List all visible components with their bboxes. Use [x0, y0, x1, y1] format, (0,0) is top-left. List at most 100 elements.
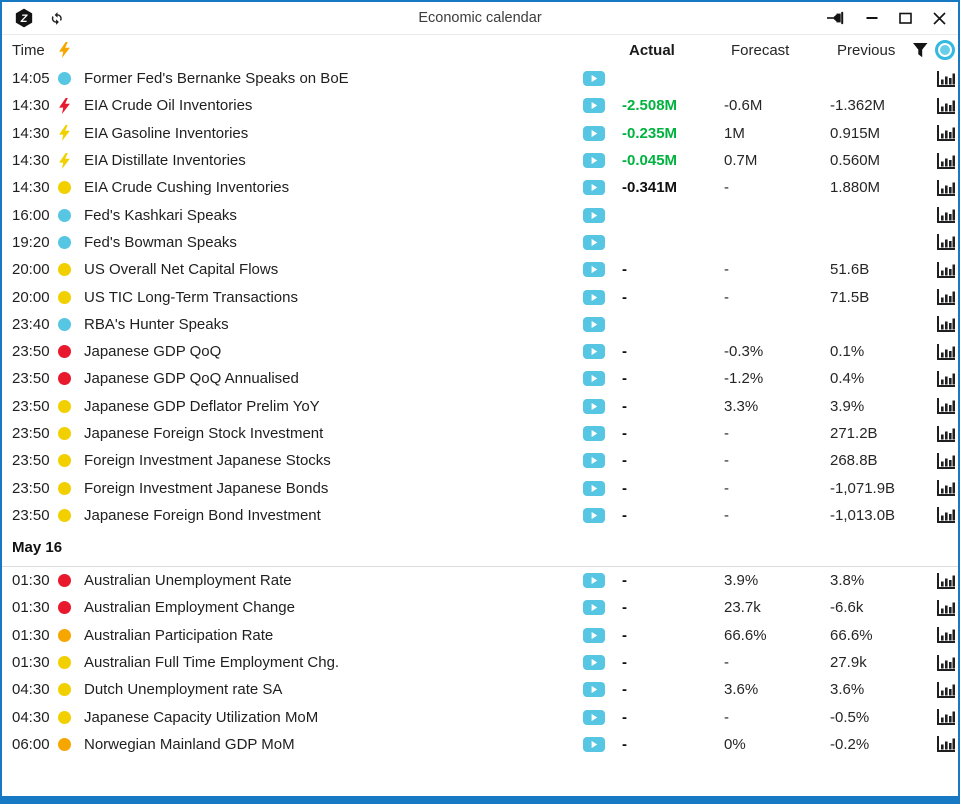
play-video-icon[interactable]: [583, 573, 605, 589]
play-video-icon[interactable]: [583, 682, 605, 698]
event-time: 23:50: [12, 397, 50, 415]
event-row[interactable]: 23:50 Foreign Investment Japanese Bonds …: [2, 474, 958, 501]
impact-icon: [58, 97, 84, 114]
calendar-mode-toggle-icon[interactable]: [935, 40, 955, 60]
play-video-icon[interactable]: [583, 180, 605, 196]
event-row[interactable]: 01:30 Australian Participation Rate - 66…: [2, 622, 958, 649]
history-chart-icon[interactable]: [937, 97, 955, 114]
event-row[interactable]: 14:30 EIA Gasoline Inventories -0.235M 1…: [2, 120, 958, 147]
history-chart-icon[interactable]: [937, 507, 955, 524]
play-video-icon[interactable]: [583, 600, 605, 616]
play-video-icon[interactable]: [583, 98, 605, 114]
impact-icon: [58, 263, 84, 277]
maximize-icon[interactable]: [899, 12, 912, 24]
event-row[interactable]: 23:50 Japanese GDP QoQ - -0.3% 0.1%: [2, 338, 958, 365]
play-video-icon[interactable]: [583, 371, 605, 387]
play-video-icon[interactable]: [583, 125, 605, 141]
forecast-value: 23.7k: [724, 599, 761, 617]
play-video-icon[interactable]: [583, 655, 605, 671]
forecast-value: -: [724, 179, 729, 197]
history-chart-icon[interactable]: [937, 681, 955, 698]
play-video-icon[interactable]: [583, 153, 605, 169]
history-chart-icon[interactable]: [937, 316, 955, 333]
history-chart-icon[interactable]: [937, 654, 955, 671]
history-chart-icon[interactable]: [937, 627, 955, 644]
event-row[interactable]: 23:50 Japanese GDP QoQ Annualised - -1.2…: [2, 365, 958, 392]
history-chart-icon[interactable]: [937, 152, 955, 169]
event-row[interactable]: 23:50 Japanese Foreign Stock Investment …: [2, 420, 958, 447]
history-chart-icon[interactable]: [937, 572, 955, 589]
play-video-icon[interactable]: [583, 398, 605, 414]
forecast-value: 0.7M: [724, 152, 758, 170]
event-row[interactable]: 23:50 Foreign Investment Japanese Stocks…: [2, 447, 958, 474]
history-chart-icon[interactable]: [937, 480, 955, 497]
history-chart-icon[interactable]: [937, 70, 955, 87]
history-chart-icon[interactable]: [937, 207, 955, 224]
chart-cell: [935, 709, 955, 726]
impact-icon: [58, 372, 84, 386]
play-video-icon[interactable]: [583, 71, 605, 87]
history-chart-icon[interactable]: [937, 599, 955, 616]
event-row[interactable]: 14:30 EIA Crude Oil Inventories -2.508M …: [2, 92, 958, 119]
history-chart-icon[interactable]: [937, 736, 955, 753]
event-row[interactable]: 16:00 Fed's Kashkari Speaks: [2, 201, 958, 228]
event-row[interactable]: 14:30 EIA Crude Cushing Inventories -0.3…: [2, 174, 958, 201]
history-chart-icon[interactable]: [937, 234, 955, 251]
event-time: 23:50: [12, 506, 50, 524]
history-chart-icon[interactable]: [937, 343, 955, 360]
event-title: Fed's Bowman Speaks: [84, 233, 237, 251]
play-video-icon[interactable]: [583, 316, 605, 332]
event-row[interactable]: 19:20 Fed's Bowman Speaks: [2, 229, 958, 256]
refresh-icon[interactable]: [49, 10, 66, 27]
event-time: 16:00: [12, 206, 50, 224]
event-row[interactable]: 01:30 Australian Unemployment Rate - 3.9…: [2, 567, 958, 594]
pin-icon[interactable]: [826, 10, 845, 26]
previous-value: 0.4%: [830, 370, 865, 388]
play-video-icon[interactable]: [583, 234, 605, 250]
history-chart-icon[interactable]: [937, 289, 955, 306]
actual-value: -0.341M: [622, 179, 678, 197]
actual-value: -: [622, 654, 627, 672]
event-row[interactable]: 14:05 Former Fed's Bernanke Speaks on Bo…: [2, 65, 958, 92]
minimize-icon[interactable]: [866, 12, 878, 24]
play-video-icon[interactable]: [583, 262, 605, 278]
impact-icon: [58, 628, 84, 642]
event-row[interactable]: 23:50 Japanese Foreign Bond Investment -…: [2, 502, 958, 529]
history-chart-icon[interactable]: [937, 125, 955, 142]
event-row[interactable]: 01:30 Australian Employment Change - 23.…: [2, 594, 958, 621]
event-row[interactable]: 04:30 Japanese Capacity Utilization MoM …: [2, 704, 958, 731]
play-video-icon[interactable]: [583, 736, 605, 752]
event-row[interactable]: 20:00 US TIC Long-Term Transactions - - …: [2, 283, 958, 310]
play-video-icon[interactable]: [583, 507, 605, 523]
filter-icon[interactable]: [912, 42, 929, 58]
event-time: 23:50: [12, 452, 50, 470]
event-row[interactable]: 23:40 RBA's Hunter Speaks: [2, 311, 958, 338]
play-video-icon[interactable]: [583, 344, 605, 360]
event-time: 14:30: [12, 97, 50, 115]
actual-value: -: [622, 261, 627, 279]
event-row[interactable]: 14:30 EIA Distillate Inventories -0.045M…: [2, 147, 958, 174]
play-video-icon[interactable]: [583, 289, 605, 305]
event-row[interactable]: 06:00 Norwegian Mainland GDP MoM - 0% -0…: [2, 731, 958, 758]
play-video-icon[interactable]: [583, 453, 605, 469]
play-video-icon[interactable]: [583, 207, 605, 223]
event-row[interactable]: 23:50 Japanese GDP Deflator Prelim YoY -…: [2, 393, 958, 420]
history-chart-icon[interactable]: [937, 179, 955, 196]
play-video-icon[interactable]: [583, 709, 605, 725]
history-chart-icon[interactable]: [937, 452, 955, 469]
event-row[interactable]: 04:30 Dutch Unemployment rate SA - 3.6% …: [2, 676, 958, 703]
history-chart-icon[interactable]: [937, 709, 955, 726]
event-row[interactable]: 01:30 Australian Full Time Employment Ch…: [2, 649, 958, 676]
play-video-icon[interactable]: [583, 426, 605, 441]
event-title: EIA Crude Cushing Inventories: [84, 179, 290, 197]
close-icon[interactable]: [933, 11, 946, 25]
history-chart-icon[interactable]: [937, 398, 955, 415]
play-video-icon[interactable]: [583, 627, 605, 643]
previous-value: 271.2B: [830, 425, 878, 442]
history-chart-icon[interactable]: [937, 261, 955, 278]
event-row[interactable]: 20:00 US Overall Net Capital Flows - - 5…: [2, 256, 958, 283]
history-chart-icon[interactable]: [937, 370, 955, 387]
history-chart-icon[interactable]: [937, 425, 955, 442]
play-video-icon[interactable]: [583, 480, 605, 496]
